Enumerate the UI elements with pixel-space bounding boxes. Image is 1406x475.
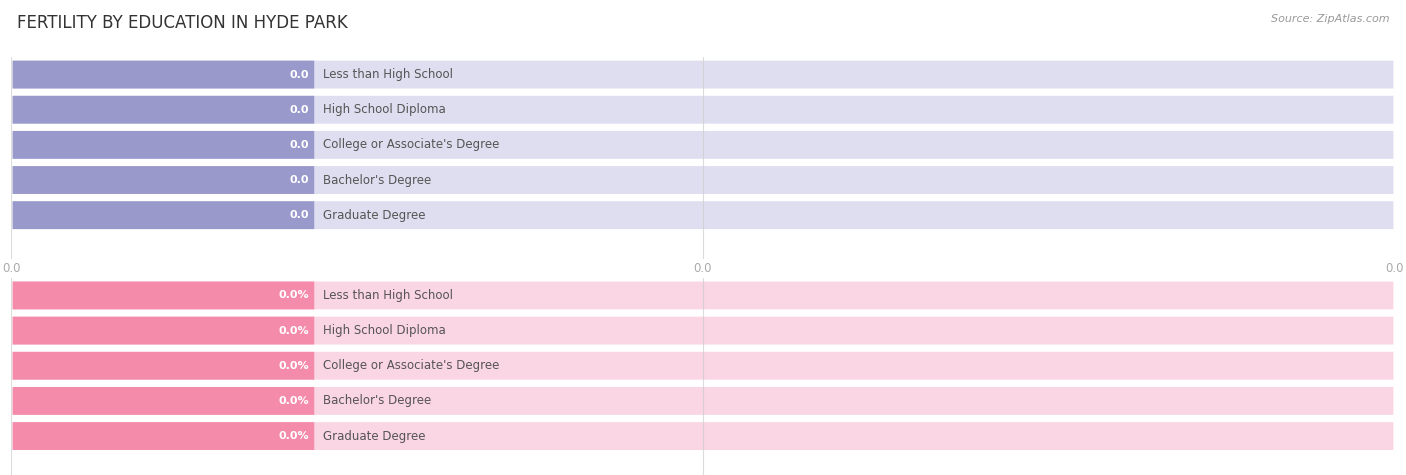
- Text: Less than High School: Less than High School: [322, 68, 453, 81]
- FancyBboxPatch shape: [13, 352, 1393, 380]
- FancyBboxPatch shape: [13, 61, 314, 88]
- Text: Graduate Degree: Graduate Degree: [322, 429, 425, 443]
- Text: 0.0%: 0.0%: [278, 396, 309, 406]
- Text: Graduate Degree: Graduate Degree: [322, 209, 425, 222]
- FancyBboxPatch shape: [13, 201, 1393, 229]
- Text: 0.0: 0.0: [290, 104, 309, 115]
- FancyBboxPatch shape: [13, 352, 314, 380]
- Text: Source: ZipAtlas.com: Source: ZipAtlas.com: [1271, 14, 1389, 24]
- Text: 0.0: 0.0: [290, 69, 309, 80]
- Text: 0.0: 0.0: [290, 140, 309, 150]
- FancyBboxPatch shape: [13, 166, 1393, 194]
- FancyBboxPatch shape: [13, 131, 1393, 159]
- Text: 0.0%: 0.0%: [278, 325, 309, 336]
- Text: 0.0: 0.0: [290, 175, 309, 185]
- FancyBboxPatch shape: [13, 422, 1393, 450]
- FancyBboxPatch shape: [13, 387, 1393, 415]
- FancyBboxPatch shape: [13, 131, 314, 159]
- Text: College or Associate's Degree: College or Associate's Degree: [322, 359, 499, 372]
- Text: High School Diploma: High School Diploma: [322, 324, 446, 337]
- FancyBboxPatch shape: [13, 422, 314, 450]
- Text: 0.0%: 0.0%: [278, 290, 309, 301]
- Text: 0.0%: 0.0%: [278, 361, 309, 371]
- Text: 0.0%: 0.0%: [278, 431, 309, 441]
- Text: 0.0: 0.0: [290, 210, 309, 220]
- FancyBboxPatch shape: [13, 201, 314, 229]
- Text: High School Diploma: High School Diploma: [322, 103, 446, 116]
- FancyBboxPatch shape: [13, 166, 314, 194]
- FancyBboxPatch shape: [13, 282, 314, 309]
- FancyBboxPatch shape: [13, 317, 1393, 344]
- Text: Less than High School: Less than High School: [322, 289, 453, 302]
- FancyBboxPatch shape: [13, 282, 1393, 309]
- Text: College or Associate's Degree: College or Associate's Degree: [322, 138, 499, 152]
- Text: Bachelor's Degree: Bachelor's Degree: [322, 173, 430, 187]
- Text: FERTILITY BY EDUCATION IN HYDE PARK: FERTILITY BY EDUCATION IN HYDE PARK: [17, 14, 347, 32]
- FancyBboxPatch shape: [13, 96, 314, 124]
- FancyBboxPatch shape: [13, 96, 1393, 124]
- FancyBboxPatch shape: [13, 61, 1393, 88]
- Text: Bachelor's Degree: Bachelor's Degree: [322, 394, 430, 408]
- FancyBboxPatch shape: [13, 387, 314, 415]
- FancyBboxPatch shape: [13, 317, 314, 344]
